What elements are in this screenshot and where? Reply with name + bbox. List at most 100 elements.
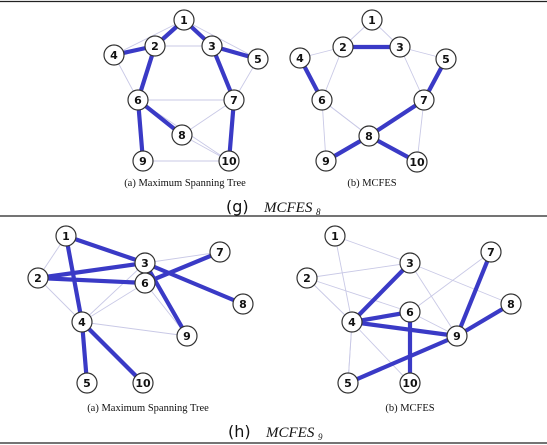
node-1: 1 [55, 225, 77, 247]
node-1: 1 [361, 9, 383, 31]
node-circle [171, 124, 193, 146]
panel-label: (b) MCFES [347, 178, 396, 189]
bold-edge-7-9 [454, 249, 494, 339]
bold-edge-6-7 [142, 249, 223, 286]
bold-edge-4-9 [349, 319, 460, 339]
node-label: 9 [453, 330, 461, 343]
bold-edge-7-8 [366, 97, 427, 139]
node-circle [176, 325, 198, 347]
node-label: 1 [368, 14, 376, 27]
node-2: 2 [27, 267, 49, 289]
caption-letter: (g) [226, 197, 249, 216]
node-circle [311, 89, 333, 111]
node-2: 2 [144, 35, 166, 57]
node-circle [480, 241, 502, 263]
node-circle [399, 301, 421, 323]
node-circle [71, 311, 93, 333]
node-circle [337, 372, 359, 394]
thin-edge-2-3 [306, 262, 411, 279]
node-label: 5 [344, 377, 352, 390]
node-circle [358, 125, 380, 147]
node-label: 8 [507, 298, 515, 311]
node-label: 3 [208, 40, 216, 53]
node-9: 9 [132, 150, 154, 172]
node-circle [76, 372, 98, 394]
node-label: 10 [409, 156, 425, 169]
node-label: 9 [322, 155, 330, 168]
figure-h: 1 2 3 4 5 6 7 8 9 10 (a) Maximum Spanning Tree 1 2… [27, 225, 522, 442]
node-4: 4 [289, 47, 311, 69]
bold-edge-2-3 [35, 260, 148, 281]
node-circle [232, 293, 254, 315]
node-label: 2 [34, 272, 42, 285]
thin-edge-4-9 [81, 321, 188, 337]
caption-main: MCFES [265, 425, 315, 441]
node-circle [413, 89, 435, 111]
bold-edge-5-9 [345, 333, 460, 386]
node-label: 2 [339, 41, 347, 54]
caption-g: (g) MCFES 8 [226, 197, 321, 217]
nodes: 1 2 3 4 5 6 7 8 9 10 [103, 9, 269, 172]
node-label: 3 [406, 257, 414, 270]
node-10: 10 [399, 372, 421, 394]
node-8: 8 [500, 293, 522, 315]
node-label: 3 [141, 257, 149, 270]
nodes: 1 2 3 4 5 6 7 8 9 10 [27, 225, 254, 394]
thin-edge-1-5 [183, 19, 259, 60]
node-circle [332, 36, 354, 58]
node-8: 8 [171, 124, 193, 146]
node-circle [173, 9, 195, 31]
thin-edge-3-7 [144, 251, 221, 264]
caption-subscript: 9 [318, 432, 323, 442]
node-label: 4 [78, 316, 86, 329]
node-3: 3 [389, 36, 411, 58]
node-label: 6 [141, 277, 149, 290]
panel-label: (a) Maximum Spanning Tree [124, 178, 246, 189]
node-circle [132, 372, 154, 394]
bold-edge-3-8 [142, 260, 246, 307]
thin-edge-3-9 [409, 262, 458, 337]
node-7: 7 [209, 241, 231, 263]
node-label: 6 [134, 94, 142, 107]
node-label: 8 [365, 130, 373, 143]
node-3: 3 [134, 252, 156, 274]
figure-g: 1 2 3 4 5 6 7 8 9 10 (a) Maximum Spanning Tree 1 2… [103, 9, 457, 217]
node-circle [103, 44, 125, 66]
node-label: 4 [348, 316, 356, 329]
node-7: 7 [480, 241, 502, 263]
node-circle [399, 372, 421, 394]
node-circle [218, 150, 240, 172]
thin-edge-3-8 [409, 262, 512, 305]
node-9: 9 [315, 150, 337, 172]
node-10: 10 [132, 372, 154, 394]
node-5: 5 [337, 372, 359, 394]
node-1: 1 [173, 9, 195, 31]
node-2: 2 [332, 36, 354, 58]
node-label: 2 [303, 272, 311, 285]
node-label: 6 [318, 94, 326, 107]
panel-g-a: 1 2 3 4 5 6 7 8 9 10 (a) Maximum Spanning Tree [103, 9, 269, 189]
node-circle [341, 311, 363, 333]
node-label: 10 [135, 377, 151, 390]
thin-edge-6-7 [409, 251, 492, 313]
bold-edge-3-4 [349, 260, 413, 325]
bold-edges [35, 233, 246, 386]
node-circle [201, 35, 223, 57]
caption-main: MCFES [263, 200, 313, 216]
node-label: 8 [178, 129, 186, 142]
node-circle [144, 35, 166, 57]
node-circle [289, 47, 311, 69]
node-circle [209, 241, 231, 263]
node-2: 2 [296, 267, 318, 289]
node-5: 5 [247, 48, 269, 70]
thin-edge-1-3 [334, 235, 411, 264]
node-4: 4 [71, 311, 93, 333]
node-circle [500, 293, 522, 315]
node-circle [223, 89, 245, 111]
node-circle [134, 272, 156, 294]
node-label: 7 [230, 94, 238, 107]
node-circle [55, 225, 77, 247]
node-label: 4 [296, 52, 304, 65]
node-label: 5 [442, 53, 450, 66]
